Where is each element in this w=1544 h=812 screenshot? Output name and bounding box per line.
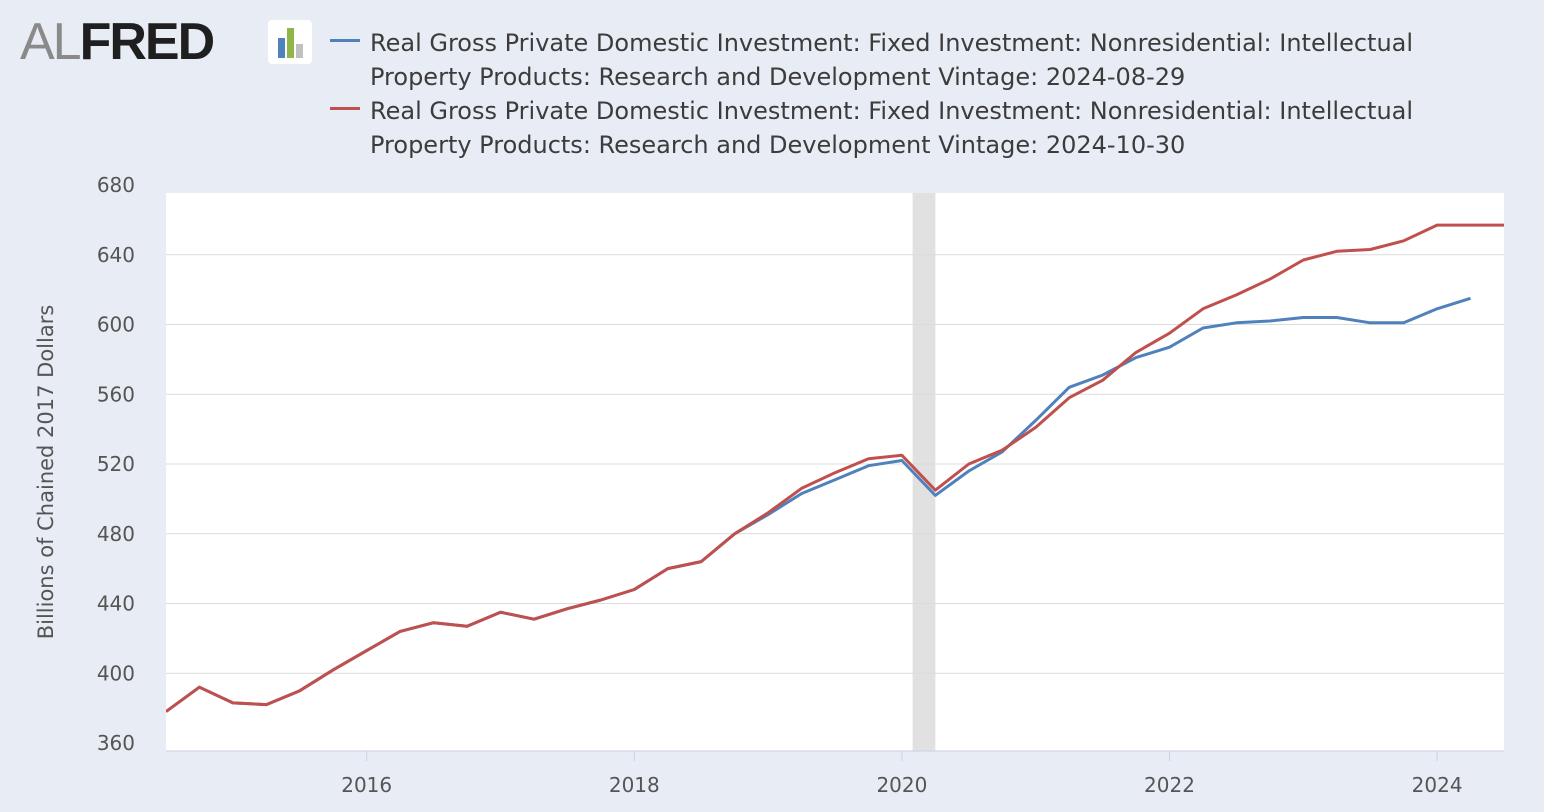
bar-chart-icon <box>268 20 312 64</box>
grid-layer <box>166 254 1504 674</box>
y-tick-label: 640 <box>97 243 135 267</box>
x-tick-label: 2022 <box>1144 773 1195 797</box>
y-tick-label: 400 <box>97 661 135 685</box>
y-tick-label: 520 <box>97 452 135 476</box>
y-tick-label: 480 <box>97 522 135 546</box>
y-tick-label: 680 <box>97 173 135 197</box>
legend-label: Real Gross Private Domestic Investment: … <box>370 29 1414 91</box>
series-layer <box>166 223 1504 713</box>
legend-label: Real Gross Private Domestic Investment: … <box>370 97 1414 159</box>
axis-layer: 360 400 440 480 520 560 600 640 680 2016 2018 2020 2… <box>97 173 1504 797</box>
recession-shading <box>912 193 936 751</box>
legend-swatch-red <box>330 107 360 110</box>
y-tick-label: 600 <box>97 313 135 337</box>
logo-wordmark: ALFRED <box>20 13 215 71</box>
y-tick-label: 360 <box>97 731 135 755</box>
x-tick-label: 2018 <box>609 773 660 797</box>
series-line-vintage-2024-10-30[interactable] <box>166 223 1504 713</box>
legend-item-vintage-2024-10-30[interactable]: Real Gross Private Domestic Investment: … <box>330 94 1460 162</box>
recession-layer <box>912 193 936 751</box>
y-axis-label: Billions of Chained 2017 Dollars <box>34 305 58 640</box>
legend-swatch-blue <box>330 39 360 42</box>
y-tick-label: 440 <box>97 592 135 616</box>
x-tick-label: 2024 <box>1412 773 1463 797</box>
legend-item-vintage-2024-08-29[interactable]: Real Gross Private Domestic Investment: … <box>330 26 1460 94</box>
alfred-logo[interactable]: ALFRED <box>20 13 312 71</box>
x-tick-label: 2020 <box>876 773 927 797</box>
chart-legend: Real Gross Private Domestic Investment: … <box>330 26 1460 162</box>
y-tick-label: 560 <box>97 382 135 406</box>
x-tick-label: 2016 <box>341 773 392 797</box>
